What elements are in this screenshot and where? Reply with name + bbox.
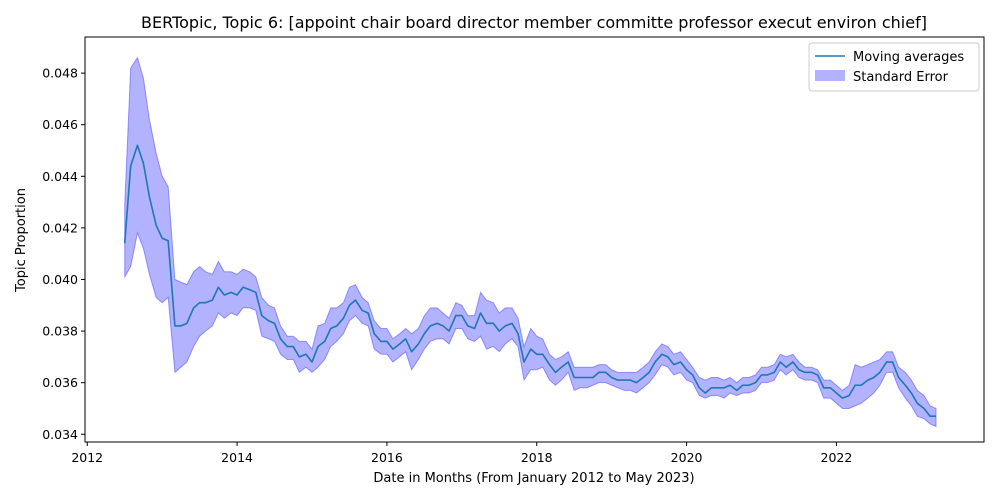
legend-label-standard-error: Standard Error — [853, 70, 949, 85]
plot-area — [84, 36, 985, 443]
legend-label-moving-averages: Moving averages — [853, 50, 964, 65]
x-tick-label: 2022 — [821, 450, 853, 465]
plot-frame — [84, 36, 985, 443]
x-tick-label: 2012 — [71, 450, 103, 465]
x-tick-label: 2014 — [221, 450, 253, 465]
y-tick-label: 0.040 — [42, 272, 78, 287]
x-tick-label: 2016 — [371, 450, 403, 465]
legend-band-swatch — [815, 70, 845, 81]
chart-title: BERTopic, Topic 6: [appoint chair board … — [141, 13, 927, 32]
y-tick-label: 0.042 — [42, 220, 78, 235]
y-axis: 0.034 0.036 0.038 0.040 0.042 0.044 0.046 0.048 — [42, 66, 85, 442]
x-axis-label: Date in Months (From January 2012 to May… — [373, 471, 694, 486]
y-tick-label: 0.044 — [42, 169, 78, 184]
y-tick-label: 0.048 — [42, 66, 78, 81]
y-tick-label: 0.036 — [42, 375, 78, 390]
x-tick-label: 2018 — [521, 450, 553, 465]
y-tick-label: 0.034 — [42, 427, 78, 442]
y-tick-label: 0.038 — [42, 324, 78, 339]
moving-average-line — [123, 144, 937, 417]
legend-box — [808, 42, 980, 92]
legend: Moving averages Standard Error — [808, 42, 980, 92]
x-axis: 2012 2014 2016 2018 2020 2022 — [71, 442, 852, 465]
x-tick-label: 2020 — [671, 450, 703, 465]
y-axis-label: Topic Proportion — [14, 188, 29, 293]
y-tick-label: 0.046 — [42, 117, 78, 132]
